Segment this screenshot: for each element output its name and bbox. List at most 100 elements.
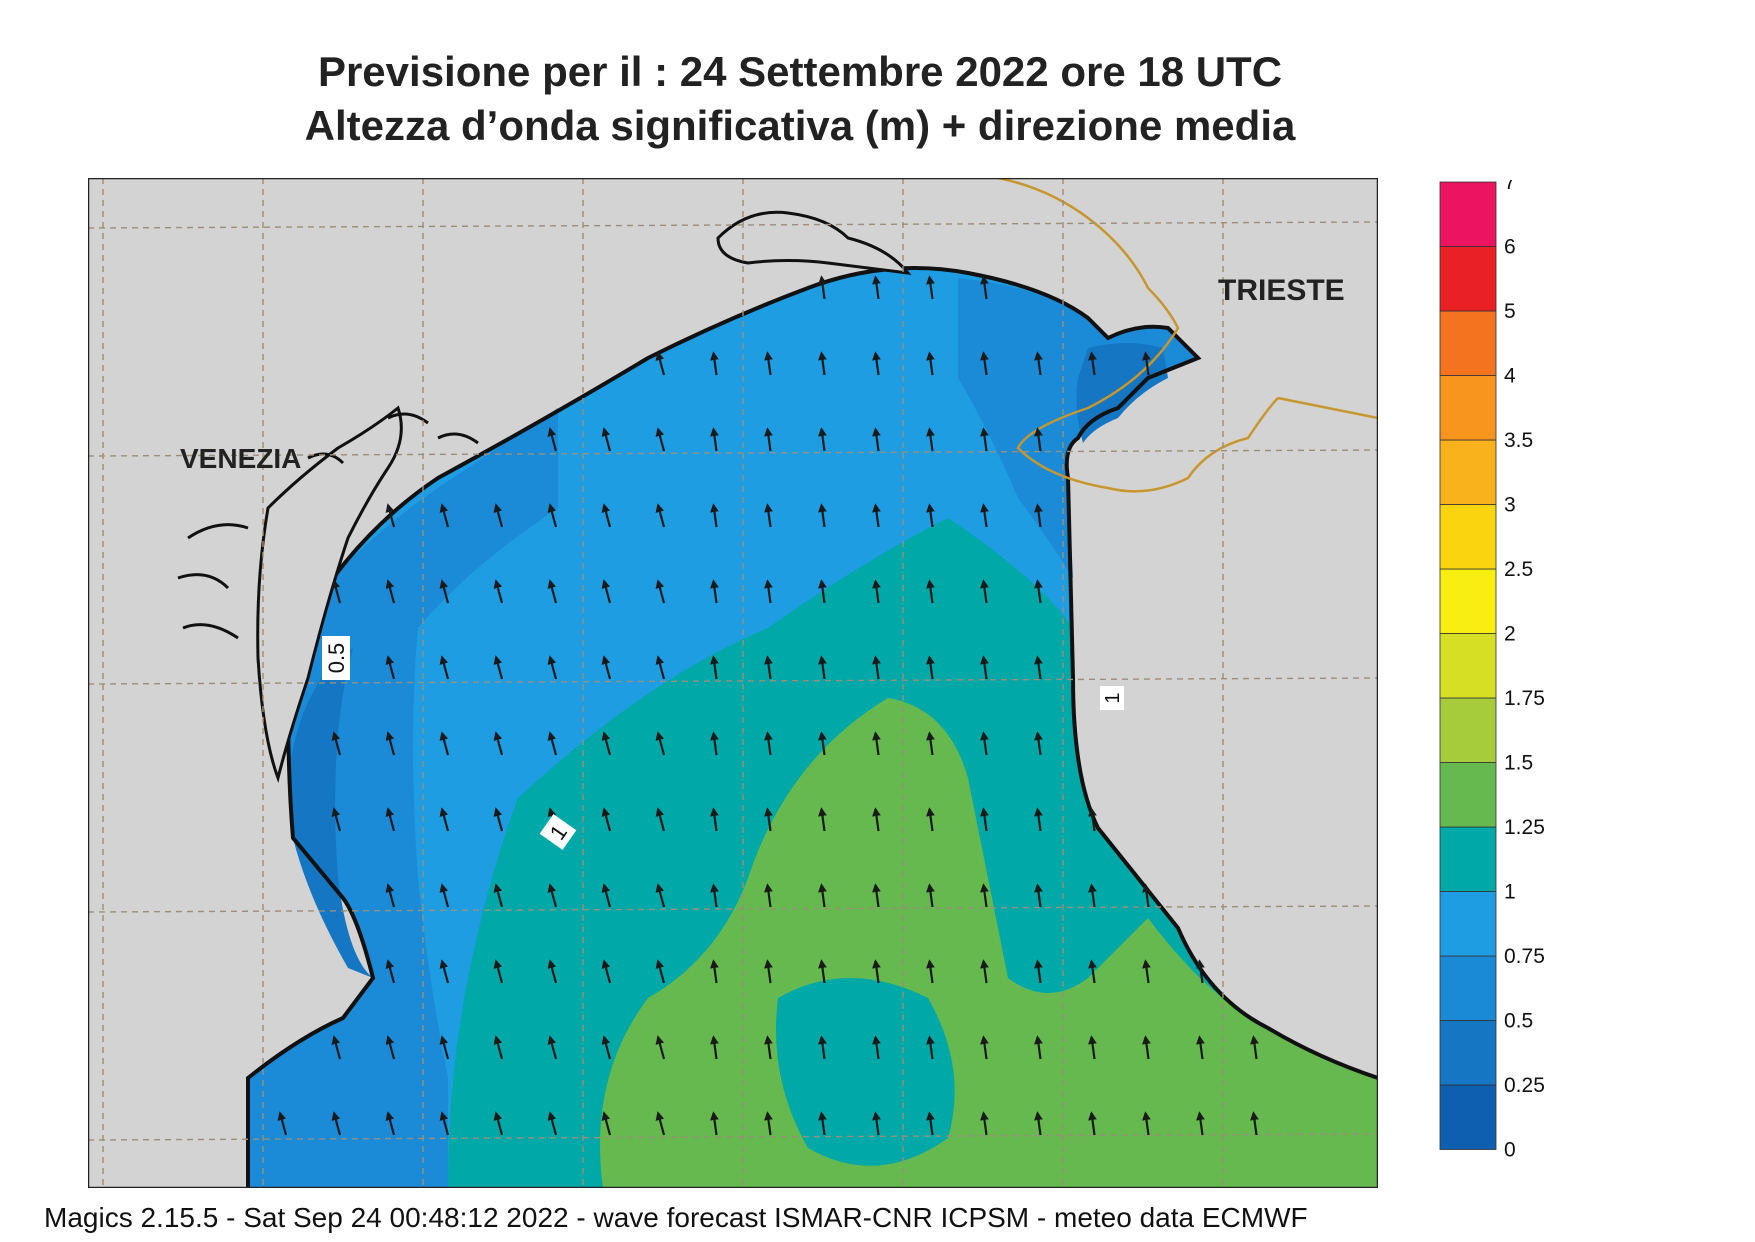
wave-arrow [872,959,881,984]
wave-arrow [1088,883,1097,908]
legend-box-0.75 [1439,891,1497,957]
legend-box-1.5 [1439,697,1497,763]
wave-arrow [601,655,612,680]
contour-label-0.5: 0.5 [322,636,350,680]
wave-arrow [601,427,612,452]
wave-arrow [980,579,989,604]
contour-label-1-east-text: 1 [1102,692,1124,703]
title-line-1: Previsione per il : 24 Settembre 2022 or… [317,48,1283,95]
wave-arrow [818,883,827,908]
wave-arrow [1142,1111,1151,1136]
wave-arrow [385,655,396,680]
wave-arrow [331,731,342,756]
wave-arrow [818,731,827,756]
wave-arrow [601,883,612,908]
wave-arrow [872,655,881,680]
legend-label-6: 6 [1504,236,1516,259]
wave-arrow [385,959,396,984]
legend-label-1.25: 1.25 [1504,816,1545,839]
wave-arrow [493,1111,504,1136]
wave-arrow [980,959,989,984]
wave-arrow [926,427,935,452]
legend-label-1: 1 [1504,881,1516,904]
legend-box-1 [1439,826,1497,892]
wave-arrow [493,807,504,832]
wave-arrow [1088,807,1097,832]
wave-arrow [764,807,773,832]
wave-arrow [710,655,719,680]
wave-arrow [926,1035,935,1060]
wave-arrow [926,655,935,680]
wave-arrow [439,1035,450,1060]
wave-arrow [493,883,504,908]
wave-arrow [872,807,881,832]
wave-arrow [331,579,342,604]
legend-label-4: 4 [1504,365,1516,388]
legend-box-2.5 [1439,504,1497,570]
legend-box-0.25 [1439,1020,1497,1086]
wave-arrow [655,807,666,832]
wave-arrow [872,883,881,908]
wave-arrow [1034,959,1043,984]
contour-label-1-west: 1 [539,814,577,850]
wave-arrow [601,731,612,756]
contour-label-0.5-text: 0.5 [324,643,349,674]
wave-arrow [655,655,666,680]
wave-arrow [818,655,827,680]
wave-height-map[interactable]: 0.5 1 1 VENEZIA TRIESTE [88,178,1378,1188]
wave-arrow [385,579,396,604]
wave-arrow [818,959,827,984]
wave-arrow [1142,1035,1151,1060]
wave-arrow [872,503,881,528]
legend-box-3 [1439,439,1497,505]
legend-box-0.5 [1439,955,1497,1021]
wave-arrow [1088,351,1097,376]
wave-arrow [1034,503,1043,528]
legend-label-2.5: 2.5 [1504,558,1533,581]
wave-arrow [764,1111,773,1136]
wave-arrow [710,731,719,756]
wave-arrow [493,731,504,756]
wave-arrow [926,959,935,984]
wave-arrow [764,503,773,528]
wave-arrow [331,807,342,832]
wave-arrow [710,1035,719,1060]
wave-arrow [980,1111,989,1136]
legend-box-1.25 [1439,762,1497,828]
wave-arrow [547,655,558,680]
wave-arrow [710,351,719,376]
wave-arrow [980,655,989,680]
contour-label-1-east: 1 [1100,686,1124,710]
wave-arrow [439,731,450,756]
wave-arrow [818,1111,827,1136]
wave-arrow [1142,883,1151,908]
legend-color-boxes [1439,181,1497,1150]
wave-arrow [710,807,719,832]
wave-arrow [926,1111,935,1136]
wave-arrow [655,503,666,528]
wave-arrow [547,503,558,528]
wave-arrow [655,1035,666,1060]
wave-arrow [547,1111,558,1136]
title-line-2: Altezza d’onda significativa (m) + direz… [304,102,1296,149]
wave-arrow [1034,1035,1043,1060]
legend-label-7: 7 [1504,180,1516,194]
wave-arrow [277,1111,288,1136]
wave-arrow [764,351,773,376]
wave-arrow [980,503,989,528]
wave-arrow [710,503,719,528]
wave-arrow [1034,1111,1043,1136]
legend-box-0 [1439,1084,1497,1150]
wave-arrow [818,351,827,376]
wave-arrow [872,1035,881,1060]
wave-arrow [547,959,558,984]
wave-arrow [764,579,773,604]
wave-arrow [710,579,719,604]
color-legend: 0 0.25 0.5 0.75 1 1.25 1.5 1.75 2 2.5 3 3.5 4 5 6 7 [1439,180,1545,1160]
wave-arrow [980,1035,989,1060]
wave-arrow [926,883,935,908]
wave-arrow [710,427,719,452]
footer-credits: Magics 2.15.5 - Sat Sep 24 00:48:12 2022… [44,1202,1308,1233]
wave-arrow [1196,1111,1205,1136]
wave-arrow [710,883,719,908]
